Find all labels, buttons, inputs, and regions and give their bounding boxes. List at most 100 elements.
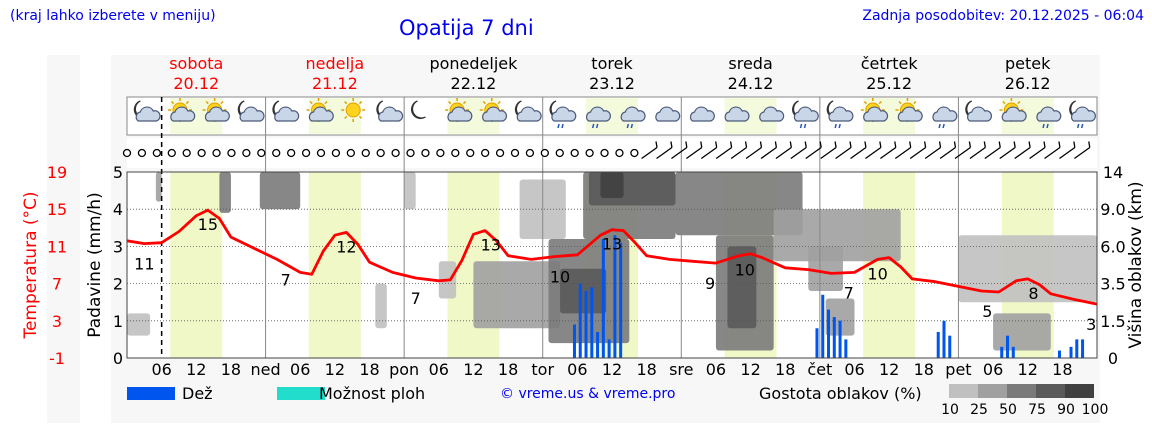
day-date-2: 22.12: [451, 74, 497, 93]
precip-tick-4: 4: [113, 200, 123, 219]
wind-calm-34: [630, 148, 639, 158]
cloud-block-5: [404, 172, 416, 210]
wind-calm-1: [137, 148, 147, 158]
wind-barb-tick-64: [1088, 141, 1091, 148]
rain-bar-3: [590, 287, 594, 358]
temp-tick-3: 7: [52, 275, 62, 294]
day-name-0: sobota: [169, 54, 223, 73]
credit-link[interactable]: © vreme.us & vreme.pro: [500, 386, 676, 402]
wind-barb-59: [999, 146, 1016, 160]
wind-barb-36: [656, 146, 673, 160]
wind-barb-tick-40: [729, 141, 733, 148]
temp-label-0: 11: [134, 255, 154, 274]
wind-barb-tick-63: [1073, 141, 1076, 148]
rain-bar-12: [832, 317, 836, 358]
x-tick-8: 06: [429, 360, 449, 379]
day-name-6: petek: [1005, 54, 1051, 73]
cloud-scale-label-5: 100: [1082, 402, 1109, 418]
wind-calm-0: [122, 148, 132, 158]
temp-axis-title: Temperatura (°C): [21, 191, 41, 339]
temp-label-10: 7: [844, 283, 854, 302]
rain-bar-7: [613, 235, 617, 358]
wind-barb-50: [865, 146, 882, 160]
wind-barb-tick-60: [1028, 141, 1031, 148]
rain-bar-23: [1075, 339, 1079, 358]
wind-barb-tick-46: [819, 141, 822, 148]
x-tick-3: ned: [251, 360, 281, 379]
rain-bar-13: [838, 320, 842, 358]
rain-bar-15: [936, 331, 940, 358]
wind-calm-29: [555, 148, 564, 158]
wind-barb-62: [1044, 146, 1061, 160]
cloud-scale-swatch-3: [1036, 384, 1065, 398]
cloud-rain-icon: [585, 106, 611, 129]
wind-calm-24: [481, 148, 490, 158]
temp-label-2: 7: [281, 270, 291, 289]
wind-calm-27: [525, 148, 535, 158]
wind-barb-tick-41: [744, 141, 748, 148]
rain-bar-5: [601, 238, 605, 358]
x-tick-21: 12: [879, 360, 899, 379]
cloud-tick-3: 6.0: [1100, 237, 1125, 256]
precip-tick-5: 5: [113, 163, 123, 182]
wind-barb-48: [835, 146, 852, 160]
cloud-block-17: [773, 209, 901, 262]
moon-cloud-icon: [376, 100, 404, 122]
sun-cloud-icon: [999, 98, 1027, 122]
wind-barb-57: [969, 146, 986, 160]
rain-bar-21: [1057, 350, 1061, 358]
x-tick-22: 18: [914, 360, 934, 379]
x-tick-13: 12: [602, 360, 622, 379]
wind-calm-6: [212, 148, 221, 158]
wind-calm-11: [287, 148, 296, 158]
location-hint[interactable]: (kraj lahko izberete v meniju): [10, 8, 216, 24]
rain-bar-8: [619, 242, 623, 358]
day-date-4: 24.12: [728, 74, 774, 93]
daylight-band-5: [863, 172, 916, 358]
precip-tick-0: 0: [113, 349, 123, 368]
temp-label-3: 12: [336, 237, 356, 256]
wind-calm-16: [361, 148, 370, 158]
x-tick-18: 18: [775, 360, 795, 379]
precip-tick-1: 1: [113, 312, 123, 331]
temp-tick-0: 19: [47, 163, 67, 182]
cloud-tick-4: 9.0: [1100, 200, 1125, 219]
rain-bar-24: [1081, 339, 1085, 358]
moon-cloud-icon: [133, 100, 161, 122]
rain-bar-14: [844, 339, 848, 358]
cloud-rain-icon: [620, 106, 646, 129]
precip-axis-title: Padavine (mm/h): [85, 192, 105, 337]
wind-calm-15: [346, 148, 355, 158]
wind-calm-23: [466, 148, 475, 158]
wind-calm-8: [242, 148, 251, 158]
rain-bar-19: [1006, 335, 1010, 358]
precip-tick-3: 3: [113, 237, 123, 256]
wind-barb-45: [790, 146, 807, 160]
wind-barb-tick-43: [774, 141, 778, 148]
cloud-block-10: [560, 268, 607, 314]
wind-barb-tick-61: [1043, 141, 1046, 148]
x-tick-9: 12: [463, 360, 483, 379]
wind-barb-tick-56: [968, 141, 972, 148]
wind-barb-tick-52: [909, 141, 912, 148]
day-date-6: 26.12: [1005, 74, 1051, 93]
cloud-scale-swatch-1: [978, 384, 1007, 398]
x-tick-16: 06: [706, 360, 726, 379]
plot-frame: [126, 171, 1098, 359]
moon-cloud-rain-icon: [549, 100, 577, 129]
day-name-4: sreda: [728, 54, 772, 73]
wind-barb-tick-53: [923, 141, 927, 148]
wind-barb-61: [1029, 146, 1046, 160]
cloud-block-4: [375, 283, 387, 329]
wind-barb-42: [745, 146, 762, 160]
cloud-block-21: [993, 313, 1051, 351]
sun-cloud-icon: [445, 98, 473, 122]
wind-barb-49: [850, 146, 867, 160]
last-update: Zadnja posodobitev: 20.12.2025 - 06:04: [862, 8, 1144, 24]
moon-cloud-icon: [514, 100, 542, 122]
rain-legend-label: Dež: [182, 384, 213, 403]
wind-barb-tick-58: [998, 141, 1001, 148]
temp-tick-1: 15: [47, 200, 67, 219]
wind-calm-3: [167, 148, 176, 158]
